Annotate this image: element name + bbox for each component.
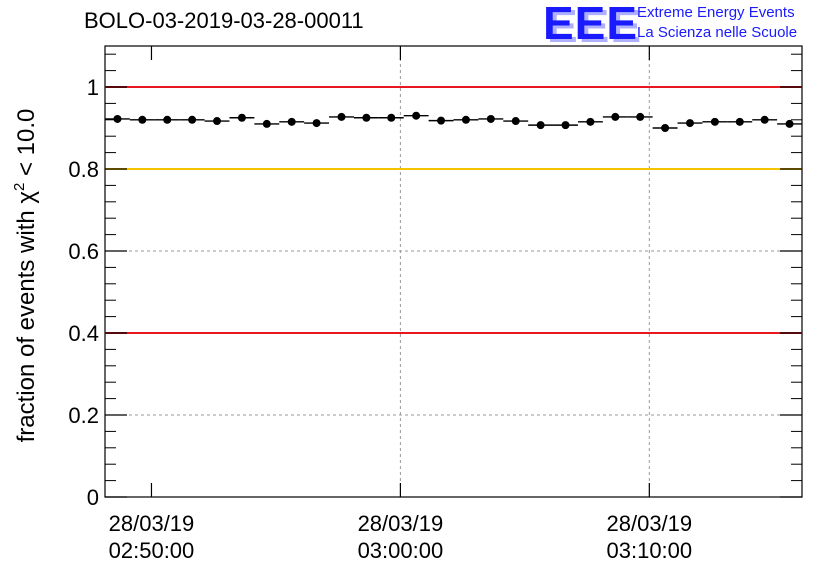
y-tick-label: 1 (87, 75, 99, 100)
y-axis-label: fraction of events with χ2 < 10.0 (11, 109, 40, 443)
data-point (785, 119, 794, 128)
x-tick-date-label: 28/03/19 (358, 511, 444, 536)
eee-logo-mark-shadow: EEE (547, 0, 643, 52)
grid-lines (105, 46, 802, 497)
data-point (237, 113, 246, 122)
y-tick-label: 0.2 (68, 403, 99, 428)
data-point (685, 119, 694, 128)
data-point (437, 116, 446, 125)
data-point (586, 117, 595, 126)
y-tick-label: 0.6 (68, 239, 99, 264)
data-point (536, 121, 545, 130)
data-point (486, 114, 495, 123)
data-point (287, 117, 296, 126)
data-point (312, 119, 321, 128)
chart-title: BOLO-03-2019-03-28-00011 (84, 8, 364, 33)
data-point (163, 115, 172, 124)
x-tick-time-label: 03:00:00 (358, 538, 444, 563)
y-tick-label: 0.4 (68, 321, 99, 346)
x-tick-time-label: 02:50:00 (109, 538, 195, 563)
data-point (735, 117, 744, 126)
axes: 00.20.40.60.8128/03/1902:50:0028/03/1903… (68, 46, 802, 563)
data-point (760, 115, 769, 124)
data-point (188, 115, 197, 124)
logo-line-2: La Scienza nelle Scuole (637, 24, 798, 41)
data-point (138, 115, 147, 124)
data-point (710, 117, 719, 126)
data-point (387, 113, 396, 122)
data-point (262, 119, 271, 128)
data-point (511, 117, 520, 126)
data-point (113, 114, 122, 123)
data-point (636, 112, 645, 121)
data-point (661, 124, 670, 132)
plot-frame (104, 45, 803, 498)
logo-line-1: Extreme Energy Events (637, 4, 795, 21)
data-points (105, 111, 802, 132)
x-tick-time-label: 03:10:00 (607, 538, 693, 563)
data-point (412, 111, 421, 120)
x-tick-date-label: 28/03/19 (607, 511, 693, 536)
data-point (611, 112, 620, 121)
reference-lines (106, 86, 801, 334)
x-tick-date-label: 28/03/19 (109, 511, 195, 536)
data-point (461, 115, 470, 124)
eee-logo-mark: EEE (543, 0, 639, 49)
data-point (213, 117, 222, 126)
data-point (561, 121, 570, 130)
data-point (337, 112, 346, 121)
y-tick-label: 0 (87, 485, 99, 510)
y-tick-label: 0.8 (68, 157, 99, 182)
data-point (362, 113, 371, 122)
